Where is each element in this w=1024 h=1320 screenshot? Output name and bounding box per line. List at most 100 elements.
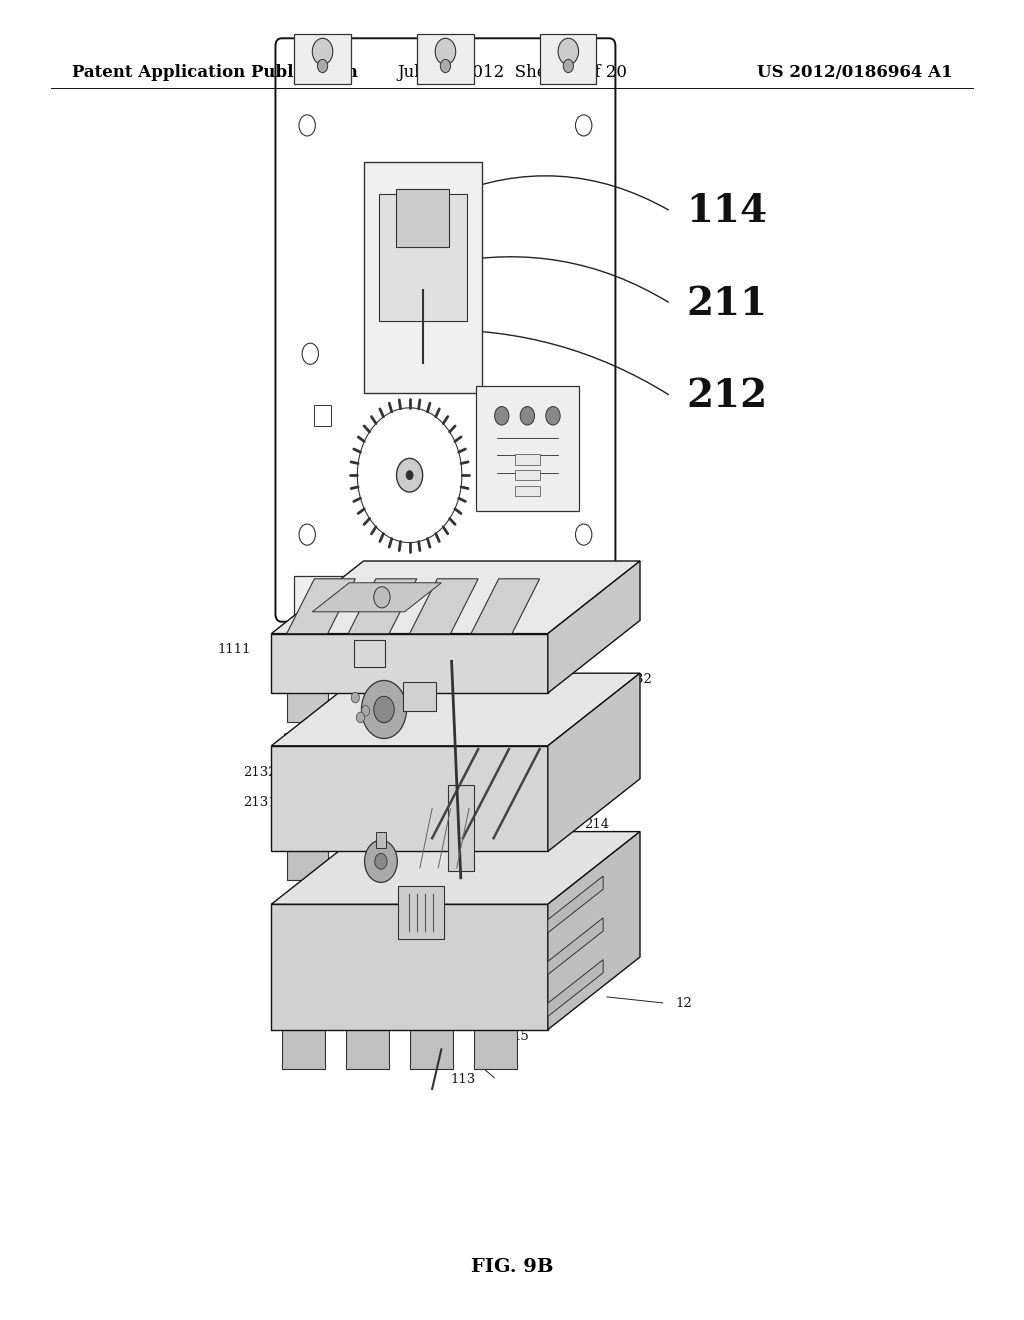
Circle shape (299, 524, 315, 545)
Text: 31: 31 (584, 871, 600, 884)
Bar (354, 640, 385, 667)
Bar (396, 189, 450, 247)
Circle shape (351, 692, 359, 702)
Circle shape (575, 524, 592, 545)
Circle shape (440, 59, 451, 73)
Polygon shape (271, 904, 548, 1030)
Circle shape (563, 59, 573, 73)
Polygon shape (346, 1030, 389, 1069)
Text: 32: 32 (635, 673, 651, 686)
Circle shape (317, 59, 328, 73)
Bar (397, 887, 443, 940)
Text: Patent Application Publication: Patent Application Publication (72, 65, 357, 81)
Text: US 2012/0186964 A1: US 2012/0186964 A1 (757, 65, 952, 81)
Polygon shape (548, 561, 640, 693)
Text: 12: 12 (676, 997, 692, 1010)
Text: 2132: 2132 (243, 766, 276, 779)
Polygon shape (410, 689, 451, 722)
Polygon shape (271, 746, 548, 851)
Polygon shape (287, 847, 328, 880)
Polygon shape (548, 673, 640, 851)
Bar (515, 454, 541, 465)
Text: FIG. 9B: FIG. 9B (471, 1258, 553, 1276)
Polygon shape (282, 1030, 325, 1069)
Bar (417, 576, 473, 626)
Circle shape (312, 594, 333, 620)
Text: 101: 101 (614, 766, 640, 779)
Bar (476, 385, 579, 511)
Bar (449, 785, 473, 871)
Text: FIG. 9A: FIG. 9A (471, 565, 553, 583)
Bar (403, 681, 436, 710)
Circle shape (407, 471, 413, 479)
Text: 211: 211 (686, 285, 767, 322)
Text: 211: 211 (614, 733, 640, 746)
Polygon shape (271, 561, 640, 634)
Text: 15: 15 (512, 1030, 528, 1043)
Bar (295, 34, 350, 84)
Circle shape (317, 586, 328, 599)
Bar (379, 194, 467, 321)
Circle shape (558, 594, 579, 620)
Circle shape (299, 115, 315, 136)
Circle shape (374, 587, 390, 607)
Polygon shape (471, 578, 540, 634)
Text: 113: 113 (451, 1073, 476, 1086)
Polygon shape (271, 634, 548, 693)
Circle shape (520, 407, 535, 425)
Bar (515, 486, 541, 496)
Circle shape (563, 586, 573, 599)
Text: 2171: 2171 (273, 931, 307, 944)
Text: 3: 3 (614, 845, 623, 858)
Polygon shape (287, 689, 328, 722)
Circle shape (312, 38, 333, 65)
Circle shape (365, 840, 397, 882)
Circle shape (558, 38, 579, 65)
Text: 212: 212 (282, 733, 307, 746)
Circle shape (435, 594, 456, 620)
Bar (314, 405, 331, 426)
Circle shape (302, 343, 318, 364)
Text: Jul. 26, 2012  Sheet 8 of 20: Jul. 26, 2012 Sheet 8 of 20 (397, 65, 627, 81)
Text: 2131: 2131 (243, 796, 276, 809)
Polygon shape (471, 847, 512, 880)
Circle shape (356, 713, 365, 722)
Polygon shape (410, 847, 451, 880)
Circle shape (374, 697, 394, 723)
Polygon shape (348, 578, 417, 634)
Circle shape (546, 407, 560, 425)
Polygon shape (410, 578, 478, 634)
Text: 2172: 2172 (273, 957, 307, 970)
Text: 1111: 1111 (217, 643, 251, 656)
Circle shape (361, 705, 370, 715)
Polygon shape (271, 832, 640, 904)
Bar (417, 34, 473, 84)
Polygon shape (548, 917, 603, 974)
Polygon shape (348, 689, 389, 722)
Bar (515, 470, 541, 480)
Polygon shape (348, 847, 389, 880)
Text: 215: 215 (282, 904, 307, 917)
Text: 114: 114 (686, 193, 767, 230)
Bar (541, 576, 596, 626)
Bar (376, 832, 386, 847)
Circle shape (361, 681, 407, 739)
Circle shape (396, 458, 423, 492)
Polygon shape (410, 1030, 453, 1069)
Text: 11: 11 (471, 618, 487, 631)
Text: 212: 212 (686, 378, 767, 414)
Polygon shape (271, 673, 640, 746)
Polygon shape (548, 960, 603, 1016)
Bar (365, 162, 481, 393)
Polygon shape (471, 689, 512, 722)
Bar (541, 34, 596, 84)
Circle shape (495, 407, 509, 425)
Polygon shape (548, 832, 640, 1030)
Polygon shape (287, 578, 355, 634)
Polygon shape (473, 1030, 517, 1069)
Circle shape (375, 853, 387, 869)
Polygon shape (548, 876, 603, 933)
Polygon shape (312, 583, 441, 612)
Circle shape (440, 586, 451, 599)
Bar (295, 576, 350, 626)
